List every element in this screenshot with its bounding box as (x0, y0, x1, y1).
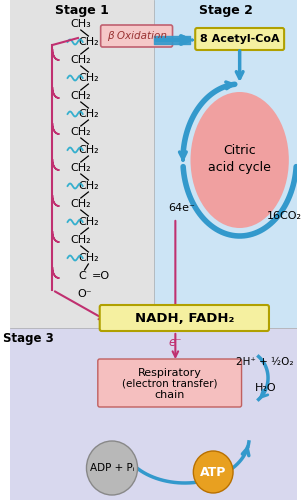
Text: CH₂: CH₂ (71, 235, 91, 245)
Bar (10, 0, 154, 172)
FancyBboxPatch shape (98, 359, 242, 407)
Text: CH₂: CH₂ (71, 199, 91, 209)
Text: ADP + Pᵢ: ADP + Pᵢ (90, 463, 134, 473)
Text: Respiratory: Respiratory (138, 368, 202, 378)
Circle shape (193, 451, 233, 493)
Text: 2H⁺ + ½O₂: 2H⁺ + ½O₂ (237, 357, 294, 367)
Bar (10, 172, 154, 328)
Text: Stage 1: Stage 1 (55, 4, 109, 17)
Text: CH₂: CH₂ (78, 217, 99, 227)
Text: (electron transfer): (electron transfer) (122, 379, 217, 389)
Text: NADH, FADH₂: NADH, FADH₂ (135, 312, 234, 324)
Text: CH₂: CH₂ (78, 253, 99, 263)
Text: CH₂: CH₂ (71, 163, 91, 173)
Text: CH₂: CH₂ (78, 109, 99, 119)
FancyBboxPatch shape (100, 305, 269, 331)
Bar (154, 0, 297, 172)
Text: ATP: ATP (200, 466, 226, 478)
Text: e⁻: e⁻ (169, 336, 182, 348)
Text: CH₂: CH₂ (71, 127, 91, 137)
Text: 8 Acetyl-CoA: 8 Acetyl-CoA (200, 34, 279, 44)
Text: 64e⁻: 64e⁻ (168, 203, 195, 213)
Text: β Oxidation: β Oxidation (107, 31, 167, 41)
Text: H₂O: H₂O (254, 383, 276, 393)
Ellipse shape (191, 92, 289, 228)
FancyBboxPatch shape (195, 28, 284, 50)
Text: CH₂: CH₂ (78, 181, 99, 191)
Circle shape (86, 441, 137, 495)
Text: Stage 3: Stage 3 (3, 332, 54, 345)
Text: C: C (79, 271, 87, 281)
Text: =O: =O (92, 271, 110, 281)
Text: CH₂: CH₂ (71, 55, 91, 65)
Text: CH₂: CH₂ (71, 91, 91, 101)
Text: Stage 2: Stage 2 (199, 4, 252, 17)
Text: 16CO₂: 16CO₂ (267, 211, 302, 221)
Text: Citric: Citric (223, 144, 256, 156)
Text: CH₂: CH₂ (78, 73, 99, 83)
Bar (154, 172, 297, 328)
Text: O⁻: O⁻ (77, 289, 92, 299)
Bar (10, 328, 297, 500)
Text: acid cycle: acid cycle (208, 162, 271, 174)
Text: CH₂: CH₂ (78, 145, 99, 155)
FancyBboxPatch shape (101, 25, 173, 47)
Text: CH₃: CH₃ (71, 19, 91, 29)
Text: chain: chain (154, 390, 185, 400)
Text: CH₂: CH₂ (78, 37, 99, 47)
